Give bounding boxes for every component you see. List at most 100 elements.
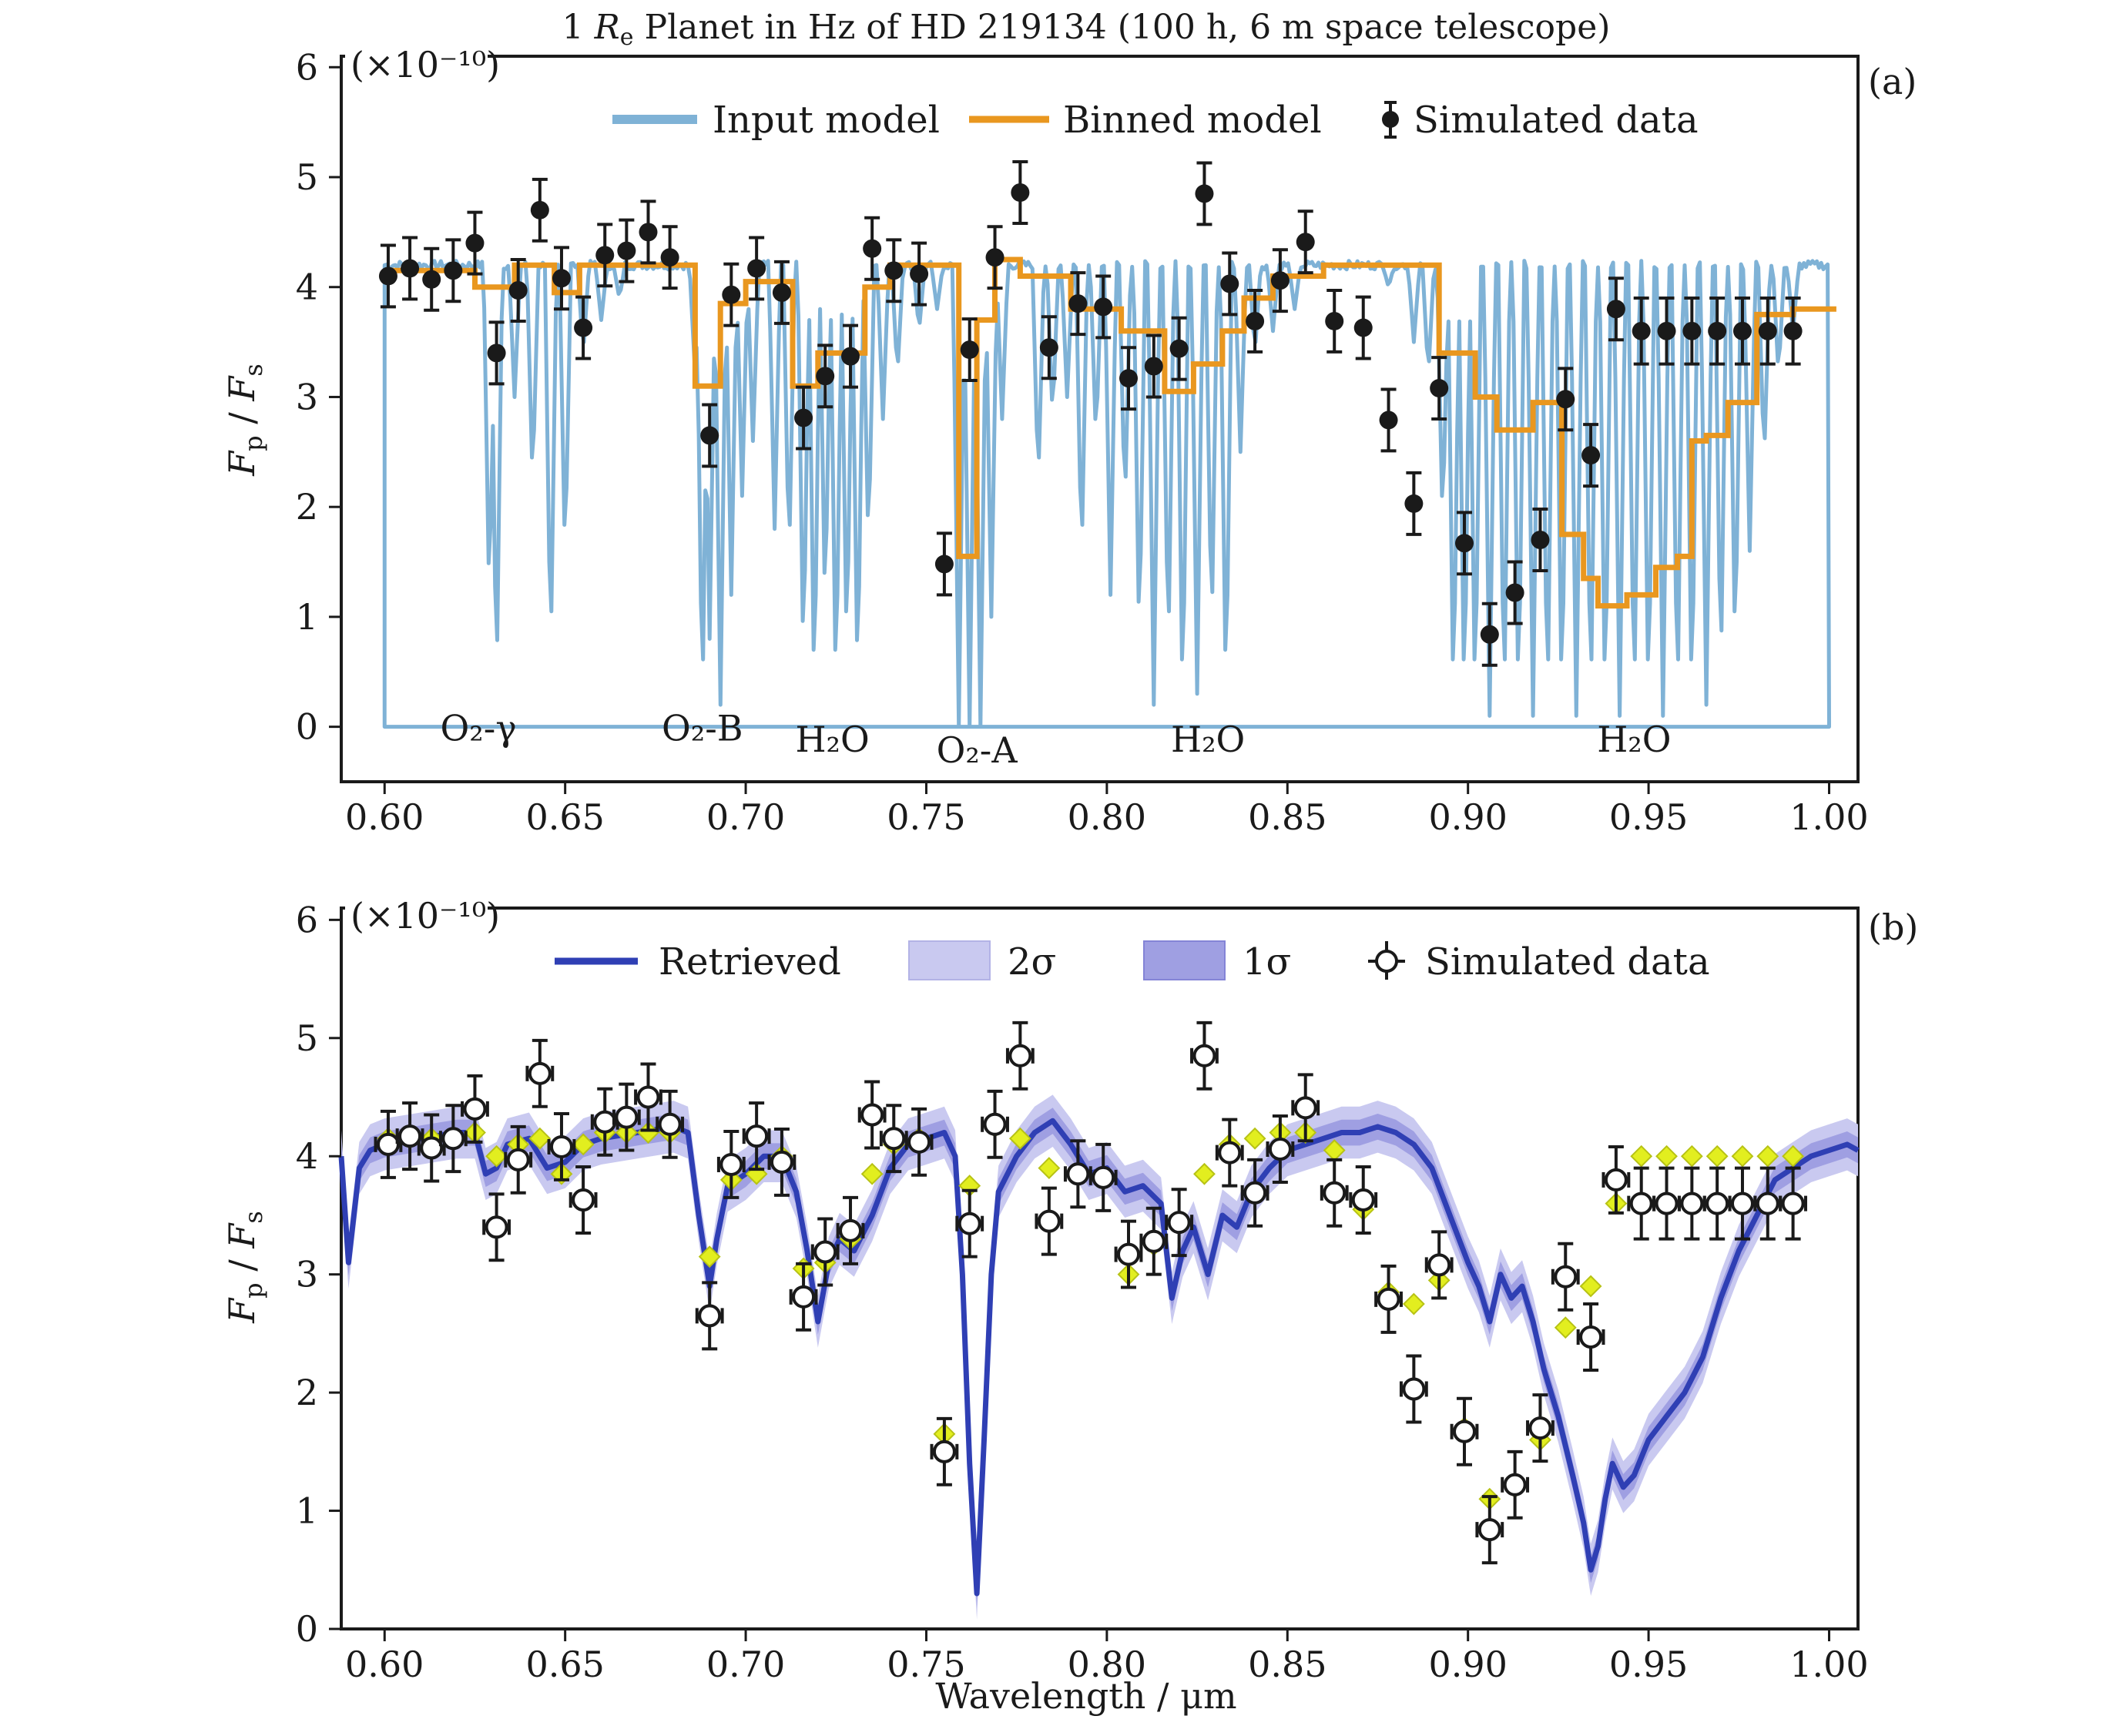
a-data-point-34 [1195, 184, 1214, 203]
annotation-1: O₂-B [662, 708, 743, 749]
panel-b-ylabel: Fp / Fs [221, 1211, 268, 1324]
a-xtick-label-6: 0.90 [1428, 796, 1507, 838]
b-xtick-label-0: 0.60 [345, 1644, 424, 1685]
b-data-point-43 [1427, 1253, 1451, 1277]
a-xtick-label-3: 0.75 [887, 796, 965, 838]
b-binned-point-56 [1756, 1144, 1779, 1168]
b-data-point-0 [376, 1132, 400, 1156]
b-data-point-38 [1293, 1096, 1317, 1120]
b-data-point-1 [398, 1124, 422, 1148]
a-data-point-8 [552, 269, 571, 288]
legend-sim-data-b-marker [1375, 950, 1398, 973]
b-data-point-9 [572, 1188, 595, 1212]
b-data-point-55 [1730, 1191, 1754, 1215]
b-data-point-31 [1117, 1242, 1141, 1266]
b-binned-point-27 [1008, 1127, 1031, 1150]
input-model-series [382, 259, 1831, 729]
a-data-point-29 [1068, 294, 1088, 313]
b-binned-point-53 [1680, 1144, 1703, 1168]
b-data-point-22 [882, 1127, 906, 1151]
a-data-point-16 [747, 259, 766, 278]
a-data-point-6 [508, 281, 528, 300]
b-data-point-42 [1402, 1377, 1426, 1401]
a-xtick-label-2: 0.70 [706, 796, 785, 838]
a-data-point-24 [934, 555, 954, 574]
b-data-point-23 [907, 1130, 931, 1154]
a-data-point-44 [1454, 534, 1474, 553]
a-ytick-label-2: 2 [296, 486, 318, 528]
b-xtick-label-7: 0.95 [1609, 1644, 1688, 1685]
panel-b-frame [340, 907, 1860, 1630]
panel-b-scale-bg [345, 890, 488, 937]
b-data-point-17 [770, 1150, 793, 1174]
b-data-point-29 [1066, 1162, 1090, 1186]
b-data-point-28 [1037, 1209, 1061, 1233]
a-data-point-23 [910, 264, 929, 283]
b-data-point-26 [983, 1112, 1007, 1136]
a-data-point-53 [1682, 321, 1702, 340]
a-data-point-7 [530, 200, 549, 220]
b-data-point-34 [1192, 1044, 1216, 1067]
b-data-point-6 [506, 1148, 530, 1171]
b-xtick-label-3: 0.75 [887, 1644, 965, 1685]
b-data-point-45 [1477, 1518, 1501, 1542]
a-data-point-1 [401, 259, 420, 278]
b-data-point-15 [719, 1152, 743, 1176]
panel-b: (b) (×10⁻¹⁰) Fp / Fs 0.60 0.65 0.70 0.75 0.8… [221, 890, 1918, 1717]
a-data-point-19 [816, 367, 835, 386]
legend-a: Input model Binned model Simulated data [612, 99, 1699, 142]
legend-2sigma-swatch [908, 940, 991, 980]
legend-1sigma-label: 1σ [1243, 940, 1291, 984]
b-data-point-20 [839, 1218, 863, 1242]
a-data-point-47 [1531, 531, 1550, 549]
b-data-point-52 [1655, 1191, 1679, 1215]
a-data-point-42 [1404, 494, 1424, 513]
binned-model-line [384, 256, 1836, 609]
a-data-point-56 [1758, 321, 1777, 340]
binned-model-series [384, 256, 1836, 609]
b-data-point-16 [745, 1124, 769, 1148]
b-data-point-37 [1268, 1138, 1292, 1161]
b-xtick-label-1: 0.65 [525, 1644, 604, 1685]
b-ytick-label-5: 5 [296, 1017, 318, 1059]
a-xtick-label-8: 1.00 [1789, 796, 1868, 838]
a-data-point-46 [1505, 583, 1524, 602]
b-data-point-2 [420, 1136, 444, 1160]
a-data-point-28 [1039, 338, 1058, 357]
b-binned-point-34 [1193, 1162, 1216, 1185]
panel-a-frame [340, 55, 1860, 783]
a-data-point-49 [1581, 446, 1601, 465]
a-data-point-5 [487, 344, 506, 363]
b-binned-point-36 [1243, 1127, 1266, 1150]
a-data-point-40 [1353, 318, 1373, 337]
b-data-point-40 [1351, 1188, 1375, 1212]
legend-sim-data-label: Simulated data [1414, 99, 1699, 142]
a-data-point-43 [1430, 379, 1449, 398]
annotation-3: O₂-A [937, 729, 1018, 771]
b-binned-point-52 [1655, 1144, 1678, 1168]
legend-input-model-label: Input model [713, 99, 940, 142]
b-binned-point-21 [860, 1162, 884, 1185]
b-binned-point-57 [1782, 1144, 1805, 1168]
b-ytick-label-2: 2 [296, 1372, 318, 1413]
annotation-2: H₂O [795, 719, 869, 760]
b-binned-point-48 [1554, 1316, 1577, 1339]
simulated-data-series-b [374, 1020, 1808, 1565]
legend-2sigma-label: 2σ [1008, 940, 1056, 984]
b-ytick-label-3: 3 [296, 1254, 318, 1295]
b-xtick-label-4: 0.80 [1068, 1644, 1146, 1685]
b-data-point-35 [1218, 1141, 1242, 1165]
b-data-point-4 [463, 1097, 487, 1121]
b-binned-point-51 [1630, 1144, 1653, 1168]
b-xtick-label-2: 0.70 [706, 1644, 785, 1685]
a-data-point-35 [1220, 274, 1239, 293]
b-data-point-39 [1323, 1181, 1347, 1205]
annotation-4: H₂O [1171, 719, 1245, 760]
b-data-point-21 [860, 1103, 884, 1127]
b-data-point-41 [1377, 1287, 1400, 1311]
b-data-point-24 [932, 1439, 956, 1463]
panel-b-ticks: 0.60 0.65 0.70 0.75 0.80 0.85 0.90 0.95 1.00 0 1 2 3… [296, 899, 1869, 1685]
a-data-point-33 [1169, 339, 1189, 358]
b-ytick-label-0: 0 [296, 1608, 318, 1650]
